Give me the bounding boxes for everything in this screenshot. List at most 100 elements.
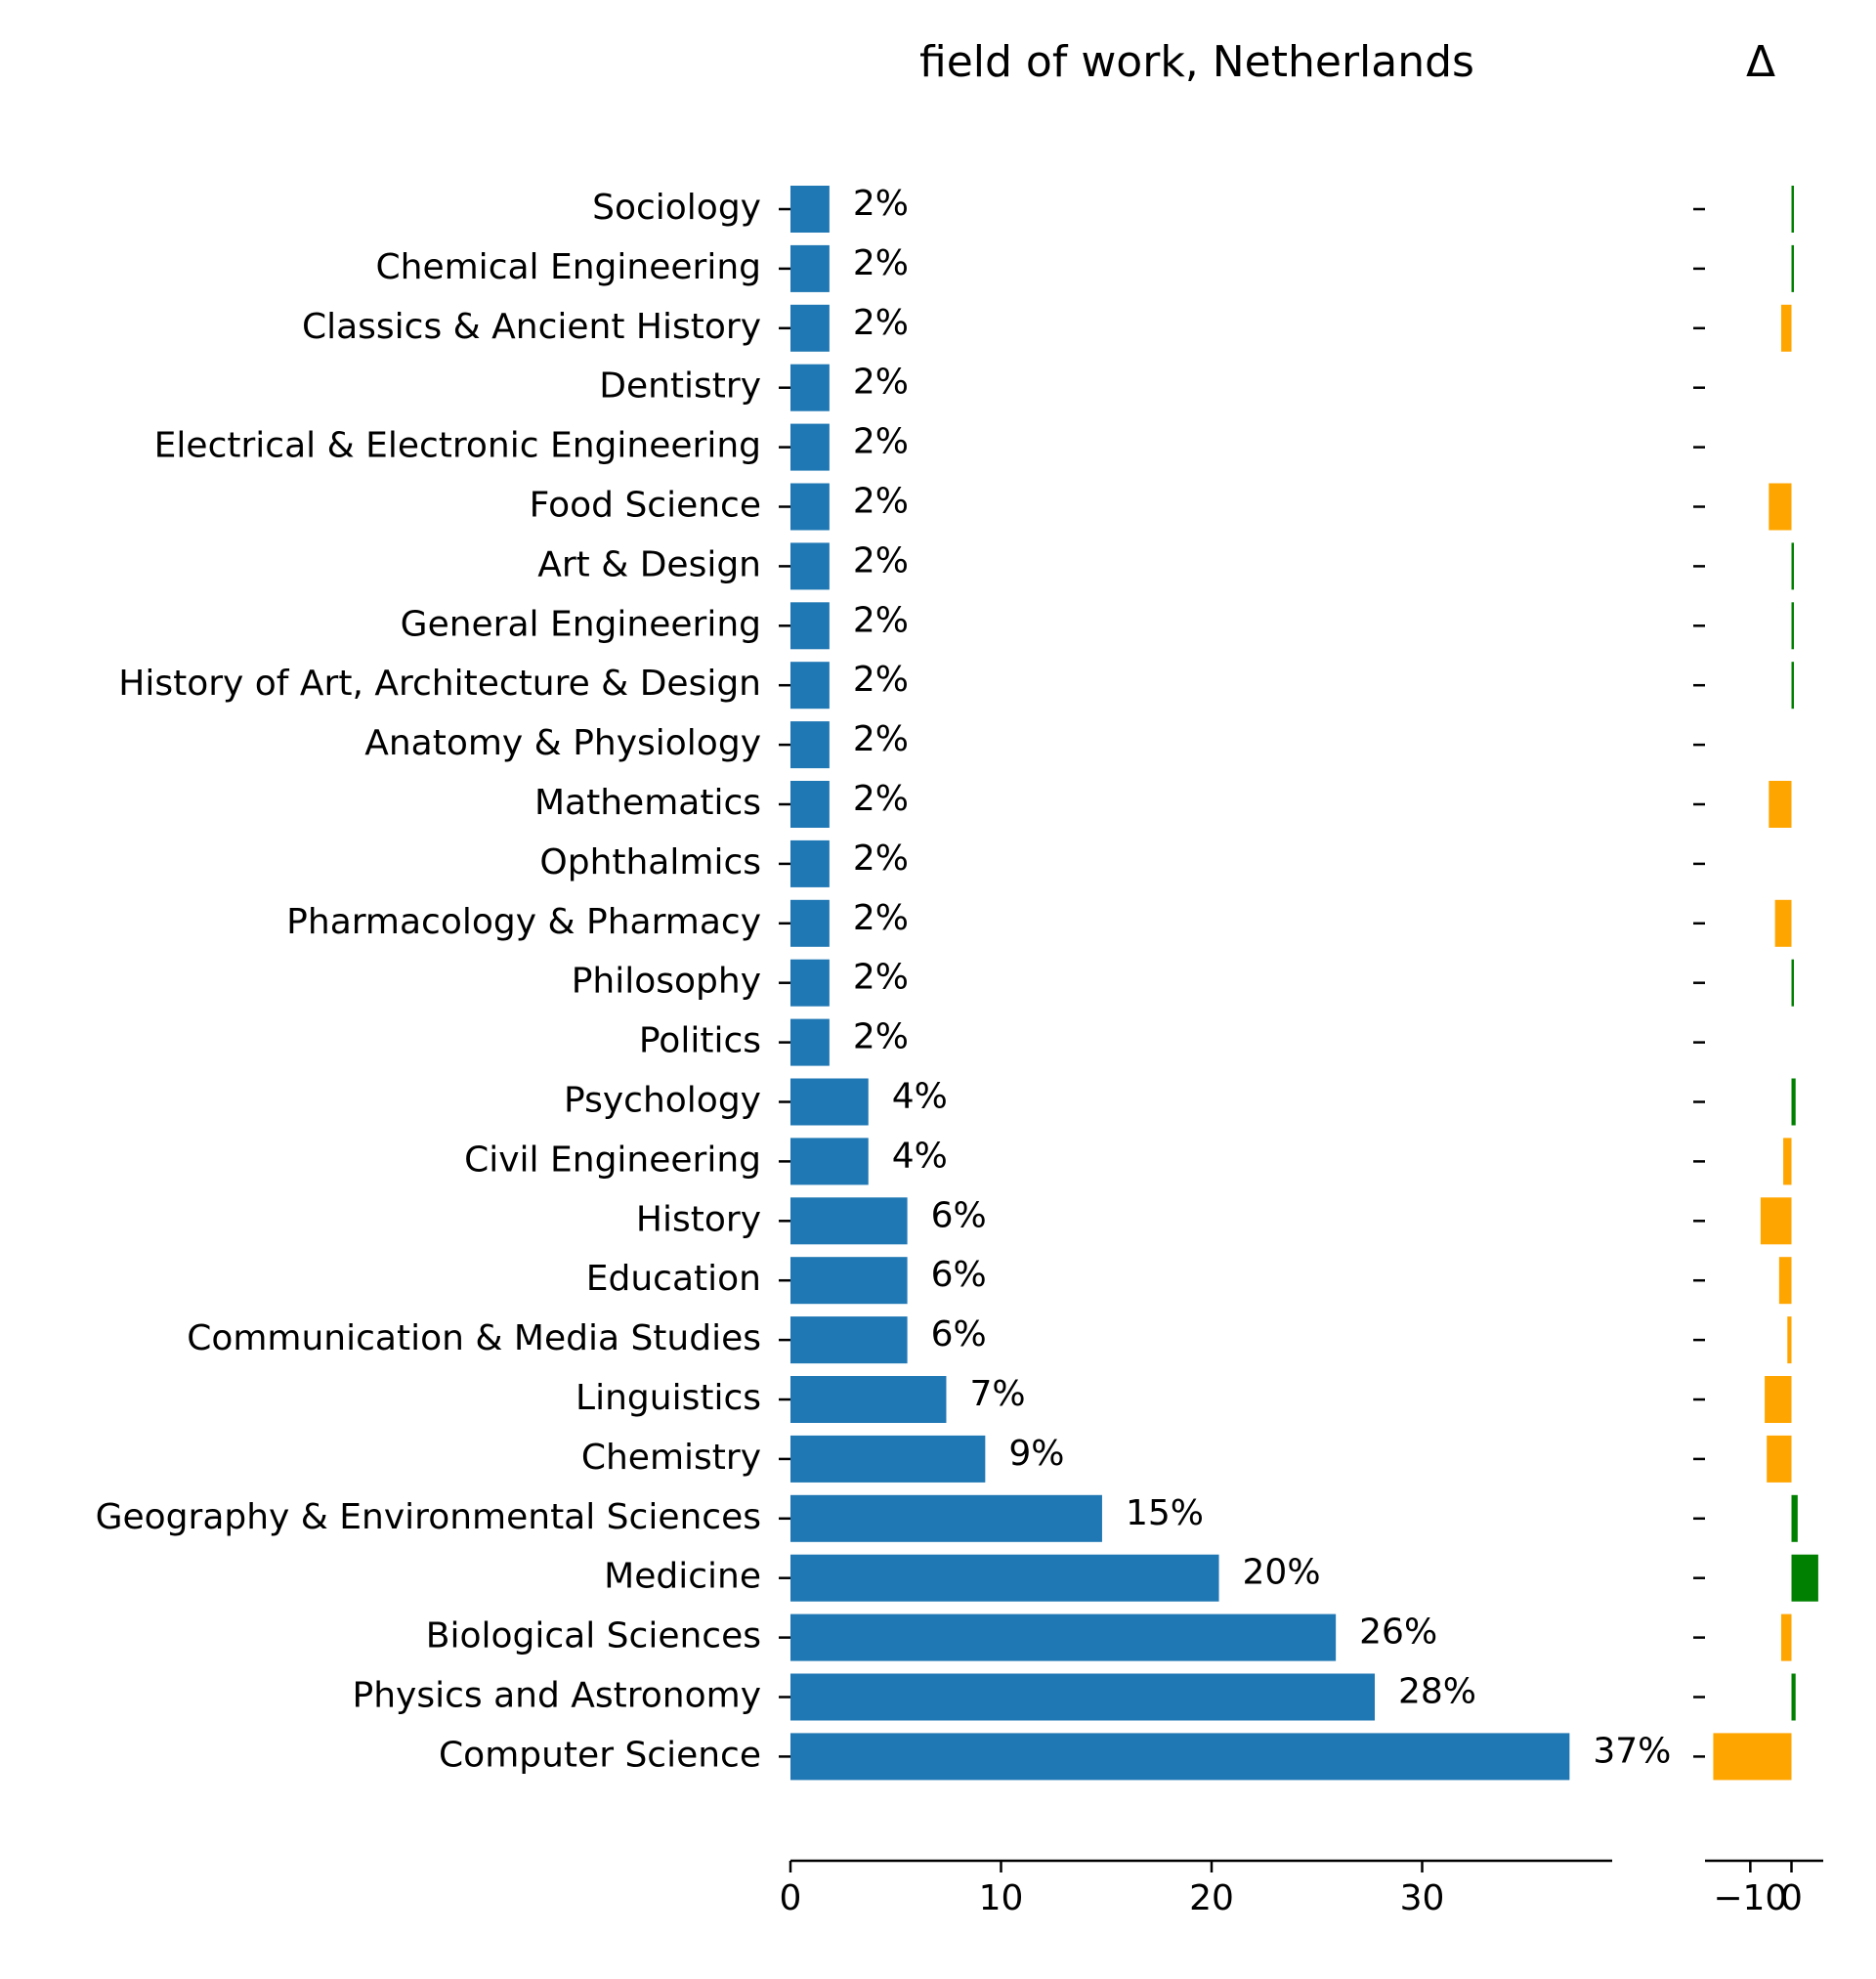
delta-bar-19 bbox=[1787, 1316, 1792, 1364]
category-label-19: Communication & Media Studies bbox=[187, 1318, 761, 1358]
value-label-15: 4% bbox=[892, 1077, 948, 1117]
delta-x-tick-label-0: −10 bbox=[1713, 1878, 1787, 1918]
bar-14 bbox=[790, 1018, 830, 1066]
bar-25 bbox=[790, 1673, 1376, 1721]
value-label-25: 28% bbox=[1398, 1672, 1476, 1712]
category-label-26: Computer Science bbox=[439, 1735, 761, 1775]
delta-bar-13 bbox=[1791, 959, 1794, 1007]
value-label-3: 2% bbox=[853, 363, 909, 403]
delta-title: Δ bbox=[1746, 37, 1775, 87]
bar-22 bbox=[790, 1494, 1102, 1542]
bar-17 bbox=[790, 1197, 908, 1245]
category-label-6: Art & Design bbox=[537, 544, 761, 584]
delta-bar-24 bbox=[1780, 1613, 1792, 1661]
category-label-23: Medicine bbox=[604, 1557, 761, 1597]
value-label-8: 2% bbox=[853, 660, 909, 700]
bar-24 bbox=[790, 1613, 1337, 1661]
delta-bar-15 bbox=[1791, 1078, 1796, 1126]
delta-bar-20 bbox=[1765, 1376, 1792, 1423]
chart-title: field of work, Netherlands bbox=[919, 37, 1474, 87]
delta-bar-panel: −100 bbox=[1693, 186, 1823, 1918]
category-label-4: Electrical & Electronic Engineering bbox=[154, 426, 761, 466]
category-label-25: Physics and Astronomy bbox=[353, 1676, 762, 1716]
value-label-4: 2% bbox=[853, 422, 909, 462]
bar-3 bbox=[790, 364, 830, 411]
category-label-21: Chemistry bbox=[581, 1438, 761, 1478]
bar-1 bbox=[790, 244, 830, 292]
category-label-3: Dentistry bbox=[599, 366, 761, 407]
value-label-9: 2% bbox=[853, 719, 909, 759]
bar-12 bbox=[790, 899, 830, 947]
value-label-12: 2% bbox=[853, 898, 909, 938]
delta-x-tick-label-1: 0 bbox=[1780, 1878, 1803, 1918]
category-label-24: Biological Sciences bbox=[426, 1616, 761, 1656]
category-label-2: Classics & Ancient History bbox=[302, 307, 761, 347]
delta-bar-12 bbox=[1774, 899, 1792, 947]
value-label-16: 4% bbox=[892, 1136, 948, 1176]
category-label-12: Pharmacology & Pharmacy bbox=[286, 902, 761, 942]
category-label-20: Linguistics bbox=[576, 1378, 761, 1418]
bar-5 bbox=[790, 483, 830, 531]
value-label-2: 2% bbox=[853, 303, 909, 343]
value-label-18: 6% bbox=[931, 1255, 987, 1295]
bar-23 bbox=[790, 1554, 1219, 1602]
bar-10 bbox=[790, 781, 830, 828]
bar-7 bbox=[790, 602, 830, 650]
delta-bar-2 bbox=[1780, 304, 1792, 352]
category-label-22: Geography & Environmental Sciences bbox=[96, 1497, 761, 1537]
value-label-13: 2% bbox=[853, 958, 909, 998]
bar-19 bbox=[790, 1316, 908, 1364]
delta-bar-22 bbox=[1791, 1494, 1798, 1542]
category-label-7: General Engineering bbox=[401, 604, 761, 644]
bar-6 bbox=[790, 542, 830, 590]
delta-bar-10 bbox=[1769, 781, 1792, 828]
category-label-13: Philosophy bbox=[572, 962, 761, 1002]
bar-16 bbox=[790, 1138, 869, 1185]
category-label-8: History of Art, Architecture & Design bbox=[118, 664, 761, 704]
category-label-1: Chemical Engineering bbox=[376, 247, 761, 287]
value-label-7: 2% bbox=[853, 600, 909, 640]
delta-bar-5 bbox=[1769, 483, 1792, 531]
value-label-14: 2% bbox=[853, 1017, 909, 1057]
category-label-14: Politics bbox=[639, 1021, 761, 1061]
category-label-5: Food Science bbox=[530, 486, 761, 526]
category-label-0: Sociology bbox=[592, 188, 761, 228]
bar-26 bbox=[790, 1733, 1570, 1781]
bar-9 bbox=[790, 721, 830, 769]
value-label-11: 2% bbox=[853, 839, 909, 879]
value-label-1: 2% bbox=[853, 243, 909, 283]
x-tick-label-2: 20 bbox=[1189, 1878, 1234, 1918]
bar-8 bbox=[790, 662, 830, 710]
value-label-24: 26% bbox=[1359, 1613, 1437, 1653]
delta-bar-21 bbox=[1767, 1435, 1792, 1483]
delta-bar-8 bbox=[1791, 662, 1794, 710]
value-label-20: 7% bbox=[969, 1374, 1025, 1414]
bar-4 bbox=[790, 423, 830, 471]
delta-bar-25 bbox=[1791, 1673, 1796, 1721]
bar-18 bbox=[790, 1257, 908, 1305]
category-label-9: Anatomy & Physiology bbox=[364, 723, 761, 763]
delta-bar-7 bbox=[1791, 602, 1794, 650]
bar-2 bbox=[790, 304, 830, 352]
value-label-17: 6% bbox=[931, 1195, 987, 1235]
bar-0 bbox=[790, 186, 830, 233]
delta-bar-0 bbox=[1791, 186, 1794, 233]
category-label-15: Psychology bbox=[564, 1081, 761, 1121]
value-label-5: 2% bbox=[853, 482, 909, 522]
category-label-16: Civil Engineering bbox=[464, 1140, 761, 1180]
value-label-6: 2% bbox=[853, 540, 909, 581]
bar-21 bbox=[790, 1435, 986, 1483]
delta-bar-1 bbox=[1791, 244, 1794, 292]
x-tick-label-3: 30 bbox=[1400, 1878, 1445, 1918]
value-label-22: 15% bbox=[1126, 1493, 1204, 1533]
delta-bar-6 bbox=[1791, 542, 1794, 590]
value-label-23: 20% bbox=[1243, 1553, 1321, 1593]
main-bar-panel: Sociology 2% Chemical Engineering 2% Classic… bbox=[96, 184, 1672, 1918]
delta-bar-17 bbox=[1760, 1197, 1792, 1245]
delta-bar-26 bbox=[1713, 1733, 1792, 1781]
bar-11 bbox=[790, 839, 830, 887]
bar-13 bbox=[790, 959, 830, 1007]
value-label-26: 37% bbox=[1593, 1731, 1671, 1771]
